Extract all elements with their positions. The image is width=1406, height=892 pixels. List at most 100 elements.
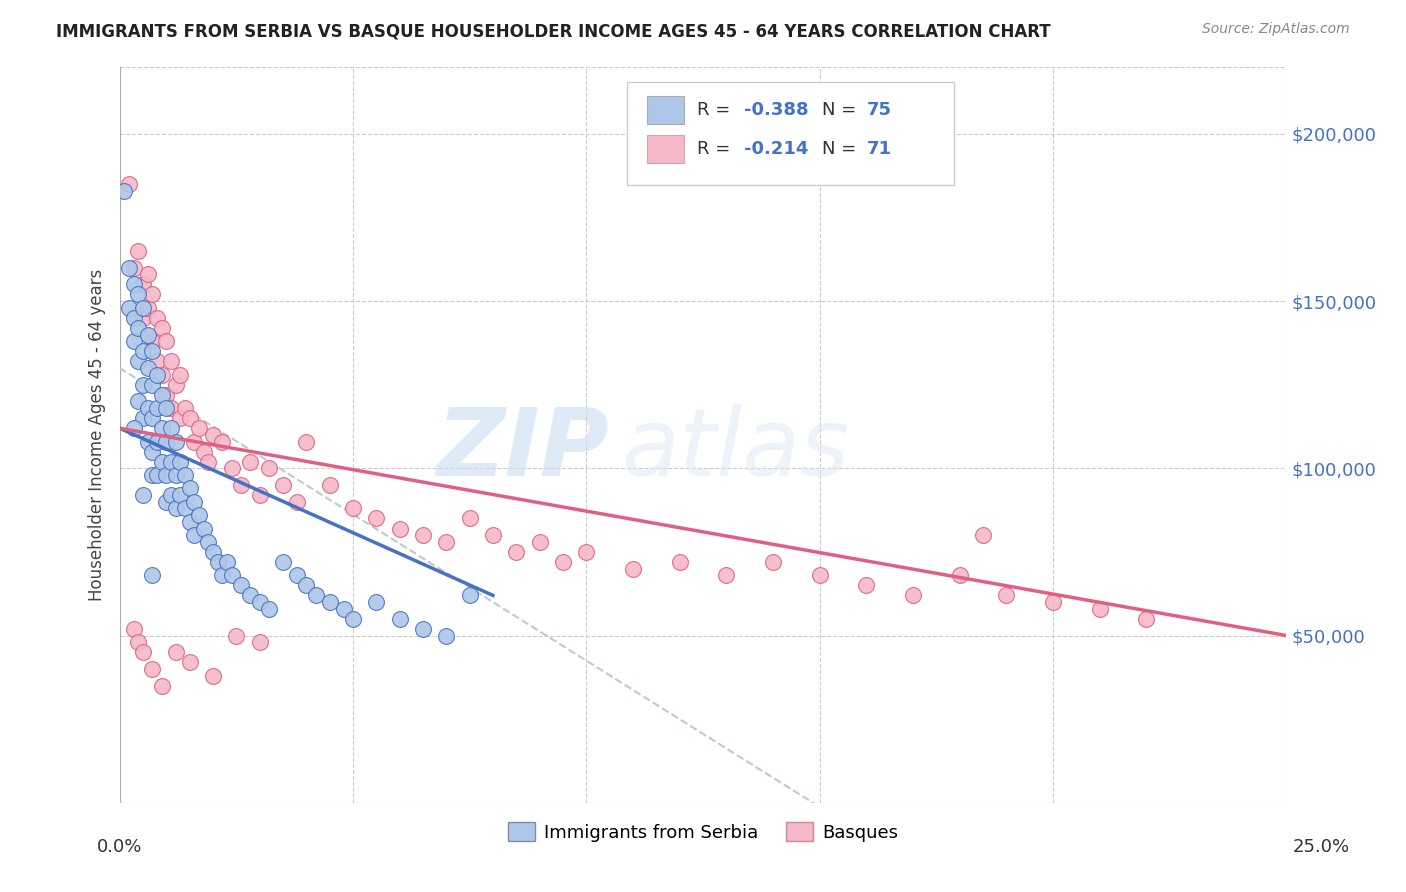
Text: IMMIGRANTS FROM SERBIA VS BASQUE HOUSEHOLDER INCOME AGES 45 - 64 YEARS CORRELATI: IMMIGRANTS FROM SERBIA VS BASQUE HOUSEHO…: [56, 22, 1050, 40]
Point: [855, 578, 877, 592]
Point: [141, 334, 163, 348]
Point: [304, 589, 326, 603]
Point: [173, 401, 195, 416]
Point: [132, 411, 155, 425]
Text: atlas: atlas: [621, 404, 849, 495]
Point: [412, 622, 434, 636]
Point: [215, 555, 238, 569]
Point: [366, 595, 388, 609]
Text: 71: 71: [866, 139, 891, 158]
Point: [505, 545, 527, 559]
Point: [146, 310, 169, 325]
Point: [257, 461, 280, 475]
Point: [155, 467, 177, 482]
Point: [271, 478, 294, 492]
Point: [122, 260, 145, 275]
Point: [127, 244, 149, 258]
Point: [412, 528, 434, 542]
Point: [122, 334, 145, 348]
Point: [150, 454, 173, 469]
Point: [118, 301, 141, 315]
Point: [179, 655, 201, 669]
Point: [122, 622, 145, 636]
Point: [995, 589, 1018, 603]
Point: [127, 635, 149, 649]
Point: [295, 578, 318, 592]
Point: [318, 478, 340, 492]
Point: [239, 589, 262, 603]
Point: [118, 177, 141, 191]
Point: [179, 482, 201, 496]
Point: [716, 568, 738, 582]
Bar: [647, 135, 685, 162]
Point: [160, 454, 183, 469]
Point: [207, 555, 229, 569]
Point: [179, 515, 201, 529]
Point: [183, 434, 205, 449]
Point: [249, 595, 271, 609]
Point: [132, 488, 155, 502]
Point: [136, 268, 159, 282]
Point: [155, 334, 177, 348]
Point: [551, 555, 574, 569]
Text: -0.214: -0.214: [744, 139, 808, 158]
Point: [249, 635, 271, 649]
Point: [458, 511, 481, 525]
Point: [169, 488, 191, 502]
Point: [165, 645, 187, 659]
Point: [169, 454, 191, 469]
Text: N =: N =: [823, 139, 862, 158]
Point: [257, 602, 280, 616]
Text: 0.0%: 0.0%: [97, 838, 142, 855]
Point: [1088, 602, 1111, 616]
Point: [221, 568, 243, 582]
Point: [342, 612, 364, 626]
Point: [949, 568, 972, 582]
Point: [127, 287, 149, 301]
Point: [150, 368, 173, 382]
Point: [150, 679, 173, 693]
Point: [127, 320, 149, 334]
Point: [201, 427, 224, 442]
Point: [141, 411, 163, 425]
Point: [529, 534, 551, 549]
Point: [155, 434, 177, 449]
Point: [122, 277, 145, 292]
Point: [146, 354, 169, 368]
Point: [183, 528, 205, 542]
Point: [160, 401, 183, 416]
Point: [141, 377, 163, 392]
Point: [165, 501, 187, 516]
Point: [318, 595, 340, 609]
Point: [808, 568, 831, 582]
Point: [141, 444, 163, 458]
Point: [211, 568, 233, 582]
Point: [197, 454, 219, 469]
Point: [1135, 612, 1157, 626]
Point: [160, 354, 183, 368]
Point: [173, 501, 195, 516]
Point: [193, 521, 215, 535]
Y-axis label: Householder Income Ages 45 - 64 years: Householder Income Ages 45 - 64 years: [87, 268, 105, 601]
Point: [285, 568, 308, 582]
Point: [621, 562, 644, 576]
Point: [155, 494, 177, 508]
Point: [146, 368, 169, 382]
Text: -0.388: -0.388: [744, 101, 808, 119]
FancyBboxPatch shape: [627, 81, 953, 185]
Point: [122, 310, 145, 325]
Point: [201, 669, 224, 683]
Point: [141, 467, 163, 482]
Point: [136, 401, 159, 416]
Point: [197, 534, 219, 549]
Point: [388, 612, 411, 626]
Point: [972, 528, 994, 542]
Point: [141, 287, 163, 301]
Point: [146, 467, 169, 482]
Point: [165, 377, 187, 392]
Point: [160, 488, 183, 502]
Point: [434, 628, 457, 642]
Point: [132, 310, 155, 325]
Point: [141, 344, 163, 359]
Point: [132, 301, 155, 315]
